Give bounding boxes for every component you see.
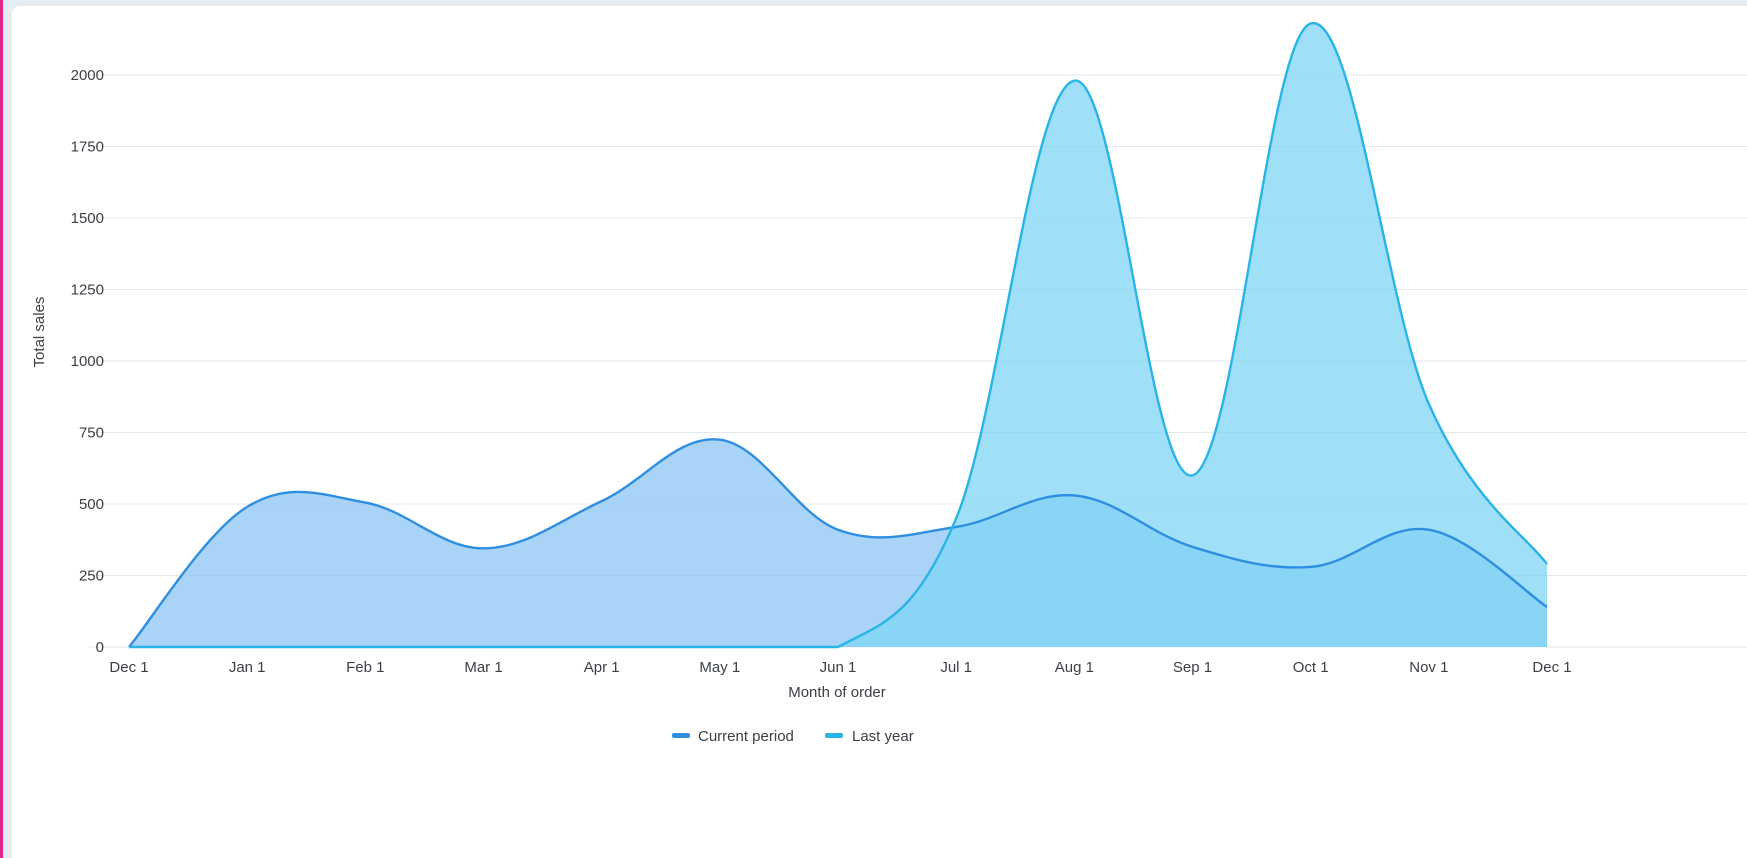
y-tick-label: 1750: [71, 139, 104, 156]
legend-label-current-period: Current period: [698, 728, 794, 745]
legend-item-current-period[interactable]: Current period: [672, 728, 794, 745]
x-tick-label: Nov 1: [1409, 659, 1448, 676]
area-last-year: [129, 23, 1547, 647]
x-tick-label: Sep 1: [1173, 659, 1212, 676]
y-tick-label: 1000: [71, 353, 104, 370]
x-axis-ticks: Dec 1 Jan 1 Feb 1 Mar 1 Apr 1 May 1 Jun 1 Jul 1…: [109, 659, 1571, 676]
x-tick-label: Oct 1: [1293, 659, 1329, 676]
y-tick-label: 1250: [71, 282, 104, 299]
y-tick-label: 750: [79, 425, 104, 442]
x-tick-label: Dec 1: [1532, 659, 1571, 676]
x-tick-label: Apr 1: [584, 659, 620, 676]
line-last-year: [129, 22, 1548, 649]
x-tick-label: Mar 1: [464, 659, 502, 676]
legend-swatch-last-year: [825, 733, 843, 738]
y-tick-label: 500: [79, 496, 104, 513]
series-lines: [128, 22, 1548, 649]
area-chart: 0 250 500 750 1000 1250 1500 1750 2000 Dec 1 Jan …: [31, 22, 1747, 745]
x-tick-label: Jul 1: [940, 659, 972, 676]
x-tick-label: Aug 1: [1055, 659, 1094, 676]
x-tick-label: Dec 1: [109, 659, 148, 676]
x-tick-label: Feb 1: [346, 659, 384, 676]
legend-label-last-year: Last year: [852, 728, 914, 745]
chart-card: 0 250 500 750 1000 1250 1500 1750 2000 Dec 1 Jan …: [12, 6, 1747, 858]
x-axis-title: Month of order: [788, 684, 886, 701]
y-axis-ticks: 0 250 500 750 1000 1250 1500 1750 2000: [71, 67, 104, 656]
y-axis-title: Total sales: [31, 297, 48, 368]
legend-swatch-current-period: [672, 733, 690, 738]
x-tick-label: May 1: [699, 659, 740, 676]
line-current-period: [128, 438, 1548, 648]
y-tick-label: 250: [79, 568, 104, 585]
legend: Current period Last year: [672, 728, 914, 745]
y-tick-label: 1500: [71, 210, 104, 227]
y-tick-label: 0: [96, 639, 104, 656]
x-tick-label: Jan 1: [229, 659, 266, 676]
legend-item-last-year[interactable]: Last year: [825, 728, 914, 745]
x-tick-label: Jun 1: [820, 659, 857, 676]
series-areas: [129, 23, 1547, 647]
y-tick-label: 2000: [71, 67, 104, 84]
